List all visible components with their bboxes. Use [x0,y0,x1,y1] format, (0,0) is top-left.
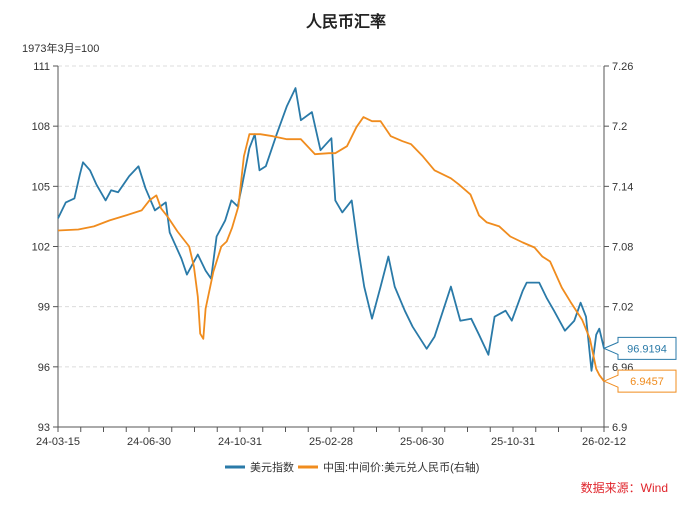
left-tick-label: 93 [38,422,50,434]
right-tick-label: 7.26 [612,61,633,73]
right-tick-label: 7.08 [612,242,633,254]
series-layer [57,87,605,382]
end-label-value-1: 6.9457 [630,376,664,388]
series-line-1 [57,116,605,382]
right-tick-label: 7.02 [612,302,633,314]
left-tick-label: 99 [38,302,50,314]
legend-label-0: 美元指数 [250,460,294,474]
x-tick-label: 26-02-12 [582,436,626,448]
left-axis-note: 1973年3月=100 [22,41,99,55]
end-label-box-1 [602,369,677,393]
left-tick-label: 96 [38,362,50,374]
legend-item-0[interactable]: 美元指数 [225,460,294,474]
right-tick-label: 7.2 [612,121,627,133]
right-tick-label: 7.14 [612,181,633,193]
x-tick-label: 24-10-31 [218,436,262,448]
x-tick-label: 25-02-28 [309,436,353,448]
end-label-value-0: 96.9194 [627,343,667,355]
chart-title: 人民币汇率 [306,12,386,31]
legend-label-1: 中国:中间价:美元兑人民币(右轴) [323,460,479,474]
right-tick-label: 6.9 [612,422,627,434]
x-tick-label: 25-10-31 [491,436,535,448]
left-axis-ticks: 111 108 105 102 99 96 93 [32,61,58,434]
left-tick-label: 102 [32,242,50,254]
series-line-0 [57,87,605,372]
end-label-box-0 [602,336,677,360]
x-axis-ticks: 24-03-15 24-06-30 24-10-31 25-02-28 25-06-30… [36,427,626,448]
left-tick-label: 105 [32,181,50,193]
left-tick-label: 111 [33,61,50,73]
x-tick-label: 25-06-30 [400,436,444,448]
x-tick-label: 24-06-30 [127,436,171,448]
source-note: 数据来源：Wind [581,480,668,495]
grid-lines [58,65,604,368]
end-labels: 96.9194 6.9457 [602,336,677,393]
x-tick-label: 24-03-15 [36,436,80,448]
legend-item-1[interactable]: 中国:中间价:美元兑人民币(右轴) [298,460,479,474]
right-axis-ticks: 7.267.27.147.087.026.966.9 [604,61,633,434]
left-tick-label: 108 [32,121,50,133]
legend[interactable]: 美元指数 中国:中间价:美元兑人民币(右轴) [225,460,479,474]
